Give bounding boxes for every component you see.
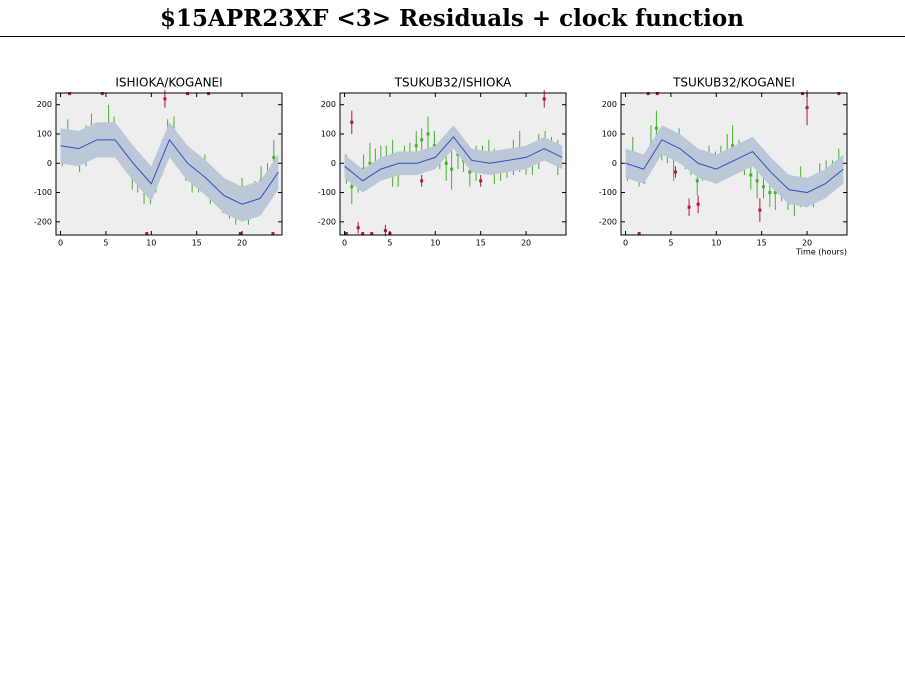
- point: [761, 185, 765, 189]
- point: [272, 155, 276, 159]
- plot-content: [625, 90, 844, 236]
- point: [655, 92, 659, 96]
- x-tick-label: 20: [237, 239, 247, 248]
- y-tick-label: -200: [318, 217, 336, 226]
- x-tick-label: 20: [802, 239, 812, 248]
- point: [479, 179, 483, 183]
- point: [356, 226, 360, 230]
- point: [768, 191, 772, 195]
- y-tick-label: 100: [37, 129, 52, 138]
- x-tick-label: 0: [58, 239, 63, 248]
- panel-title: ISHIOKA/KOGANEI: [115, 76, 222, 90]
- x-tick-label: 5: [103, 239, 108, 248]
- point: [350, 120, 354, 124]
- point: [100, 92, 104, 96]
- plot-content: [344, 90, 563, 237]
- point: [654, 126, 658, 130]
- clock-function: [625, 139, 844, 194]
- point: [456, 152, 460, 156]
- point: [468, 170, 472, 174]
- y-tick-label: 200: [37, 100, 52, 109]
- y-tick-label: 0: [47, 159, 52, 168]
- point: [420, 138, 424, 142]
- y-tick-label: -100: [318, 188, 336, 197]
- point: [837, 92, 841, 96]
- point: [805, 106, 809, 110]
- x-axis-label: Time (hours): [795, 248, 847, 257]
- plot-frame: [620, 92, 848, 236]
- y-tick-label: 200: [321, 100, 336, 109]
- point: [687, 205, 691, 209]
- y-tick-label: 0: [331, 159, 336, 168]
- point: [370, 232, 374, 236]
- page-title: $15APR23XF <3> Residuals + clock functio…: [160, 5, 744, 32]
- y-tick-label: 100: [321, 129, 336, 138]
- point: [758, 208, 762, 212]
- x-tick-label: 15: [757, 239, 767, 248]
- y-tick-label: -200: [599, 217, 617, 226]
- point: [163, 97, 167, 101]
- point: [344, 232, 348, 236]
- x-tick-label: 10: [430, 239, 440, 248]
- point: [731, 144, 735, 148]
- point: [673, 170, 677, 174]
- y-tick-label: 100: [602, 129, 617, 138]
- point: [695, 179, 699, 183]
- point: [238, 232, 242, 236]
- y-tick-label: -100: [34, 188, 52, 197]
- x-tick-label: 10: [146, 239, 156, 248]
- x-tick-label: 15: [192, 239, 202, 248]
- x-tick-label: 5: [387, 239, 392, 248]
- x-tick-label: 10: [711, 239, 721, 248]
- point: [206, 92, 210, 96]
- clock-band: [625, 125, 844, 208]
- point: [383, 229, 387, 233]
- x-tick-label: 0: [623, 239, 628, 248]
- panel-title: TSUKUB32/KOGANEI: [672, 76, 795, 90]
- plot-frame: [339, 92, 567, 236]
- point: [450, 167, 454, 171]
- x-tick-label: 20: [521, 239, 531, 248]
- point: [426, 132, 430, 136]
- point: [696, 202, 700, 206]
- point: [637, 232, 641, 236]
- point: [646, 92, 650, 96]
- x-tick-label: 15: [476, 239, 486, 248]
- point: [414, 144, 418, 148]
- point: [68, 92, 72, 96]
- point: [361, 232, 365, 236]
- point: [368, 161, 372, 165]
- point: [350, 185, 354, 189]
- point: [271, 232, 275, 236]
- point: [432, 144, 436, 148]
- point: [542, 97, 546, 101]
- y-tick-label: -200: [34, 217, 52, 226]
- plot-frame: [55, 92, 283, 236]
- clock-function: [344, 136, 563, 182]
- x-tick-label: 0: [342, 239, 347, 248]
- point: [755, 179, 759, 183]
- point: [801, 92, 805, 96]
- plot-content: [60, 90, 279, 236]
- point: [773, 191, 777, 195]
- clock-band: [60, 122, 279, 222]
- clock-function: [60, 138, 279, 205]
- panel-title: TSUKUB32/ISHIOKA: [394, 76, 512, 90]
- y-tick-label: 0: [612, 159, 617, 168]
- y-tick-label: -100: [599, 188, 617, 197]
- point: [420, 179, 424, 183]
- x-tick-label: 5: [668, 239, 673, 248]
- y-tick-label: 200: [602, 100, 617, 109]
- point: [186, 92, 190, 96]
- point: [444, 161, 448, 165]
- point: [145, 232, 149, 236]
- point: [749, 173, 753, 177]
